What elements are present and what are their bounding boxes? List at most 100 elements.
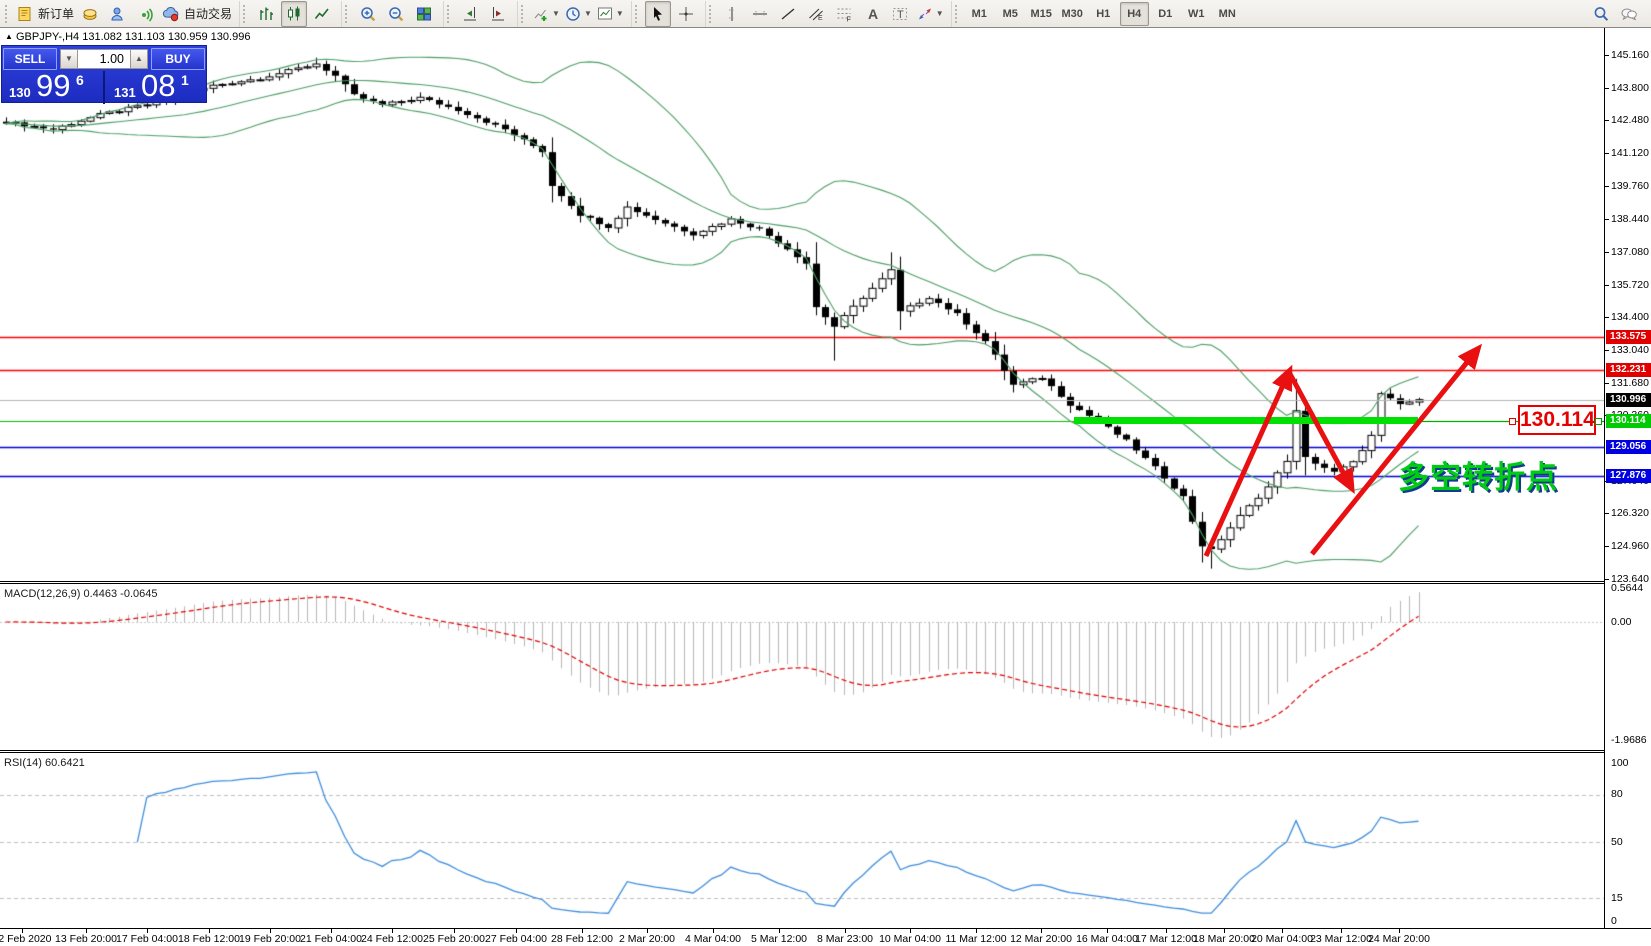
toolbar-grip[interactable] [5, 4, 11, 23]
toolbar-grip[interactable] [345, 4, 351, 23]
price-tick [1605, 546, 1609, 547]
signals-button[interactable] [133, 1, 159, 27]
profile-button[interactable] [105, 1, 131, 27]
buy-button[interactable]: BUY [151, 47, 205, 70]
time-label: 27 Feb 04:00 [485, 933, 547, 945]
lot-size-field[interactable]: 1.00 [78, 48, 130, 69]
buy-price[interactable]: 131 08 1 [105, 68, 206, 104]
timeframe-d1[interactable]: D1 [1158, 7, 1173, 20]
time-tick [86, 929, 87, 933]
price-tick-label: 143.800 [1611, 82, 1649, 95]
support-highlight-band[interactable] [1074, 417, 1418, 425]
horizontal-line-button[interactable] [747, 1, 773, 27]
sell-price-point: 6 [76, 72, 84, 88]
time-label: 11 Mar 12:00 [945, 933, 1007, 945]
toolbar-grip[interactable] [954, 4, 961, 23]
auto-scroll-button[interactable] [457, 1, 483, 27]
macd-canvas[interactable] [0, 584, 1604, 750]
auto-trading-button[interactable]: 自动交易 [161, 1, 233, 27]
auto-trading-button-label: 自动交易 [184, 7, 233, 21]
search-button[interactable] [1588, 1, 1614, 27]
chart-shift-button[interactable] [485, 1, 511, 27]
price-marker-127.876: 127.876 [1606, 468, 1651, 483]
pane-splitter[interactable] [0, 581, 1651, 584]
time-label: 20 Mar 04:00 [1251, 933, 1313, 945]
timeframe-h4[interactable]: H4 [1119, 1, 1149, 26]
zoom-in-button[interactable] [355, 1, 381, 27]
timeframe-m15[interactable]: M15 [1030, 7, 1052, 20]
new-chart-button[interactable] [77, 1, 103, 27]
rsi-pane[interactable] [0, 753, 1604, 928]
toolbar-grip[interactable] [521, 4, 527, 23]
chat-button[interactable] [1616, 1, 1642, 27]
candlestick-chart-button[interactable] [281, 0, 308, 27]
time-label: 10 Mar 04:00 [879, 933, 941, 945]
turning-point-annotation[interactable]: 多空转折点 [1398, 460, 1558, 495]
text-label-button[interactable]: T [887, 1, 913, 27]
rsi-axis-label: 100 [1611, 757, 1629, 769]
toolbar-grip[interactable] [708, 4, 715, 23]
price-tick [1605, 252, 1609, 253]
bar-chart-button[interactable] [253, 1, 279, 27]
chart-title: ▲ GBPJPY-,H4 131.082 131.103 130.959 130… [5, 31, 250, 43]
new-order-button[interactable]: 新订单 [15, 1, 75, 27]
chevron-down-icon[interactable]: ▼ [552, 9, 560, 18]
price-marker-133.575: 133.575 [1606, 329, 1651, 344]
chevron-down-icon[interactable]: ▼ [583, 9, 592, 18]
arrows-button[interactable]: ▼ [915, 1, 945, 27]
toolbar-grip[interactable] [634, 4, 641, 23]
price-tick-label: 133.040 [1611, 343, 1649, 356]
timeframe-m30[interactable]: M30 [1061, 7, 1083, 20]
candlestick-canvas[interactable] [0, 28, 1604, 581]
timeframe-m5[interactable]: M5 [1002, 7, 1018, 20]
time-label: 23 Mar 12:00 [1310, 933, 1372, 945]
timeframe-mn[interactable]: MN [1218, 7, 1236, 20]
trendline-button[interactable] [775, 1, 801, 27]
macd-pane[interactable] [0, 584, 1604, 750]
lot-increase-button[interactable]: ▲ [130, 48, 148, 69]
timeframe-h1[interactable]: H1 [1096, 7, 1111, 20]
time-label: 5 Mar 12:00 [750, 933, 808, 945]
indicators-button[interactable]: ▼ [531, 1, 561, 27]
sell-button[interactable]: SELL [3, 47, 57, 70]
lot-decrease-button[interactable]: ▼ [60, 48, 78, 69]
text-button[interactable]: A [859, 1, 885, 27]
timeframe-group: M1 M5 M15 M30 H1 H4 D1 W1 MN [950, 0, 1246, 27]
rsi-axis-label: 15 [1611, 892, 1623, 904]
channel-button[interactable]: E [803, 1, 829, 27]
time-label: 4 Mar 04:00 [684, 933, 742, 945]
timeframe-w1[interactable]: W1 [1187, 7, 1205, 20]
templates-button[interactable]: ▼ [595, 1, 625, 27]
price-callout-label[interactable]: 130.114 [1518, 405, 1596, 435]
timeframe-m1[interactable]: M1 [971, 7, 987, 20]
vertical-line-button[interactable] [719, 1, 745, 27]
cursor-button[interactable] [644, 0, 671, 27]
line-anchor-handle[interactable] [1595, 418, 1602, 426]
chevron-down-icon[interactable]: ▼ [615, 9, 624, 18]
time-label: 18 Feb 12:00 [178, 933, 240, 945]
time-tick [209, 929, 210, 933]
tile-windows-button[interactable] [411, 1, 437, 27]
symbol-marker-icon: ▲ [5, 32, 13, 41]
toolbar-grip[interactable] [447, 4, 453, 23]
toolbar-grip[interactable] [243, 4, 249, 23]
price-tick [1605, 285, 1609, 286]
time-label: 13 Feb 20:00 [55, 933, 117, 945]
sell-price[interactable]: 130 99 6 [2, 68, 105, 104]
one-click-trading-panel: SELL ▼ 1.00 ▲ BUY 130 99 6 131 08 1 [1, 45, 207, 104]
rsi-canvas[interactable] [0, 753, 1604, 928]
crosshair-button[interactable] [673, 1, 699, 27]
time-label: 21 Feb 04:00 [300, 933, 362, 945]
pane-splitter-2[interactable] [0, 750, 1651, 753]
periods-button[interactable]: ▼ [563, 1, 593, 27]
price-axis[interactable]: 145.160 143.800 142.480 141.120 139.760 138.4… [1604, 28, 1651, 928]
zoom-out-button[interactable] [383, 1, 409, 27]
callout-anchor-handle[interactable] [1509, 418, 1516, 426]
chevron-down-icon[interactable]: ▼ [935, 9, 944, 18]
fibonacci-button[interactable]: F [831, 1, 857, 27]
time-tick [845, 929, 846, 933]
time-label: 17 Feb 04:00 [116, 933, 178, 945]
rsi-axis-label: 50 [1611, 836, 1623, 848]
line-chart-button[interactable] [309, 1, 335, 27]
price-chart-pane[interactable] [0, 28, 1604, 581]
